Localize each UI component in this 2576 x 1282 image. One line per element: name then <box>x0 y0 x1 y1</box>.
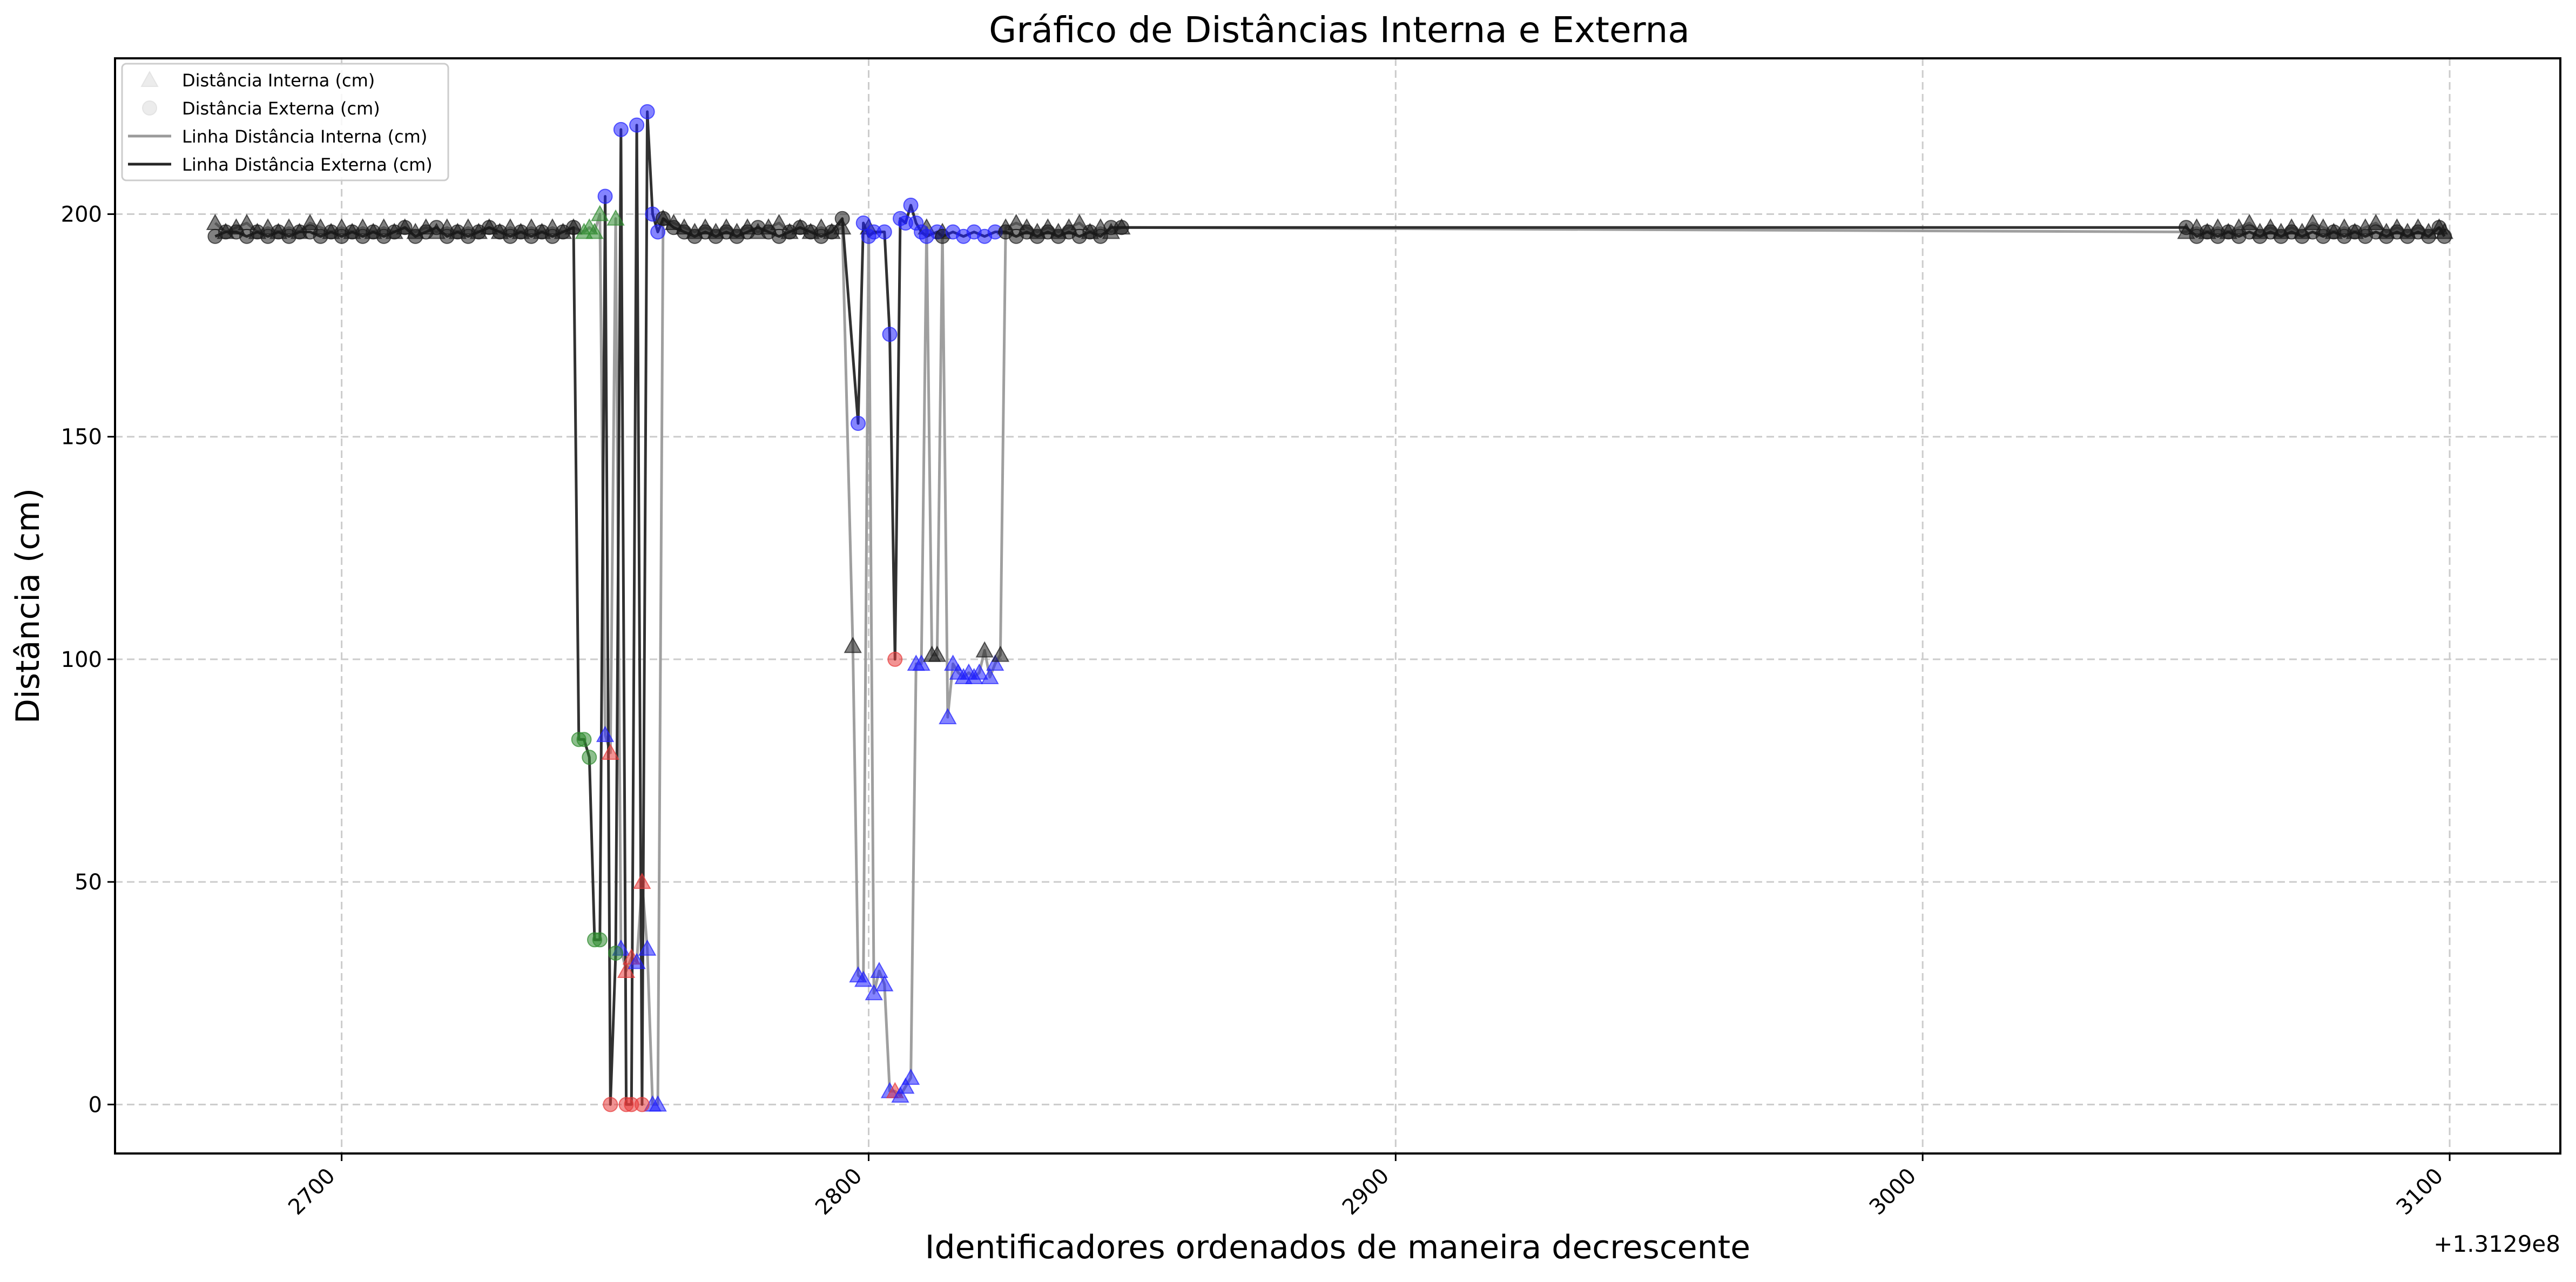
internal-distance-point <box>928 645 947 662</box>
data-markers <box>140 70 2454 1112</box>
internal-distance-point <box>970 663 989 680</box>
y-tick-label: 50 <box>75 870 102 895</box>
external-distance-point <box>592 932 608 948</box>
legend-entry-label: Distância Interna (cm) <box>182 70 375 91</box>
external-distance-point <box>582 750 597 765</box>
internal-distance-point <box>975 641 994 658</box>
grid-lines <box>115 58 2560 1153</box>
chart-title: Gráfico de Distâncias Interna e Externa <box>989 9 1690 51</box>
internal-distance-point <box>628 953 646 969</box>
external-distance-point <box>876 224 892 240</box>
y-tick-label: 150 <box>61 425 102 450</box>
external-distance-point <box>603 1097 618 1112</box>
external-distance-point <box>397 220 413 235</box>
x-offset-label: +1.3129e8 <box>2433 1231 2560 1257</box>
legend-box <box>121 63 449 181</box>
y-tick-label: 0 <box>89 1092 102 1117</box>
external-distance-point <box>887 651 903 667</box>
plot-area-frame <box>114 57 2561 1155</box>
external-distance-point <box>650 224 666 240</box>
internal-distance-point <box>991 645 1010 662</box>
external-distance-point <box>613 122 629 137</box>
internal-distance-point <box>870 961 888 978</box>
internal-distance-point <box>638 939 657 956</box>
legend-entry-label: Linha Distância Externa (cm) <box>182 154 433 175</box>
internal-distance-point <box>591 205 609 221</box>
external-distance-point <box>2421 228 2437 244</box>
external-distance-point <box>2179 220 2194 235</box>
external-distance-point <box>1093 228 1108 244</box>
internal-distance-point <box>939 708 957 725</box>
external-distance-point <box>429 220 444 235</box>
internal-distance-point <box>844 637 862 653</box>
internal-distance-point <box>617 961 636 978</box>
internal-distance-point <box>601 743 620 760</box>
external-distance-point <box>629 117 645 133</box>
internal-distance-point <box>891 1086 909 1103</box>
y-tick-label: 100 <box>61 647 102 672</box>
y-tick-label: 200 <box>61 203 102 227</box>
internal-distance-point <box>585 222 604 239</box>
external-distance-point <box>824 224 840 240</box>
external-distance-point <box>2437 228 2452 244</box>
external-distance-point <box>639 104 655 119</box>
external-distance-point <box>882 327 898 342</box>
external-distance-point <box>855 215 871 231</box>
y-axis-label: Distância (cm) <box>9 488 47 724</box>
internal-distance-point <box>596 726 615 743</box>
internal-distance-point <box>649 1095 667 1112</box>
legend-entry-label: Linha Distância Interna (cm) <box>182 126 427 147</box>
legend: Distância Interna (cm) Distância Externa … <box>121 63 449 181</box>
internal-distance-point <box>875 975 894 991</box>
x-axis-label: Identificadores ordenados de maneira dec… <box>925 1229 1750 1266</box>
internal-distance-point <box>986 655 1004 671</box>
internal-distance-point <box>896 1077 915 1094</box>
y-axis-ticks: 0 50 100 150 200 <box>61 203 115 1117</box>
external-distance-point <box>655 211 671 226</box>
external-distance-point <box>903 198 919 213</box>
external-distance-point <box>566 220 581 235</box>
internal-distance-point <box>606 209 625 226</box>
legend-entry-label: Distância Externa (cm) <box>182 98 380 119</box>
internal-distance-point <box>981 667 999 684</box>
internal-distance-point <box>633 873 651 889</box>
internal-distance-point <box>865 984 883 1001</box>
internal-distance-point <box>854 970 873 987</box>
internal-distance-point <box>912 655 930 671</box>
external-distance-point <box>1114 220 1129 235</box>
external-distance-point <box>850 416 866 431</box>
external-distance-point <box>634 1097 650 1112</box>
external-distance-point <box>597 188 613 204</box>
internal-distance-point <box>901 1068 920 1085</box>
external-distance-point <box>576 732 592 747</box>
external-distance-point <box>608 946 624 961</box>
external-distance-point <box>834 211 850 226</box>
